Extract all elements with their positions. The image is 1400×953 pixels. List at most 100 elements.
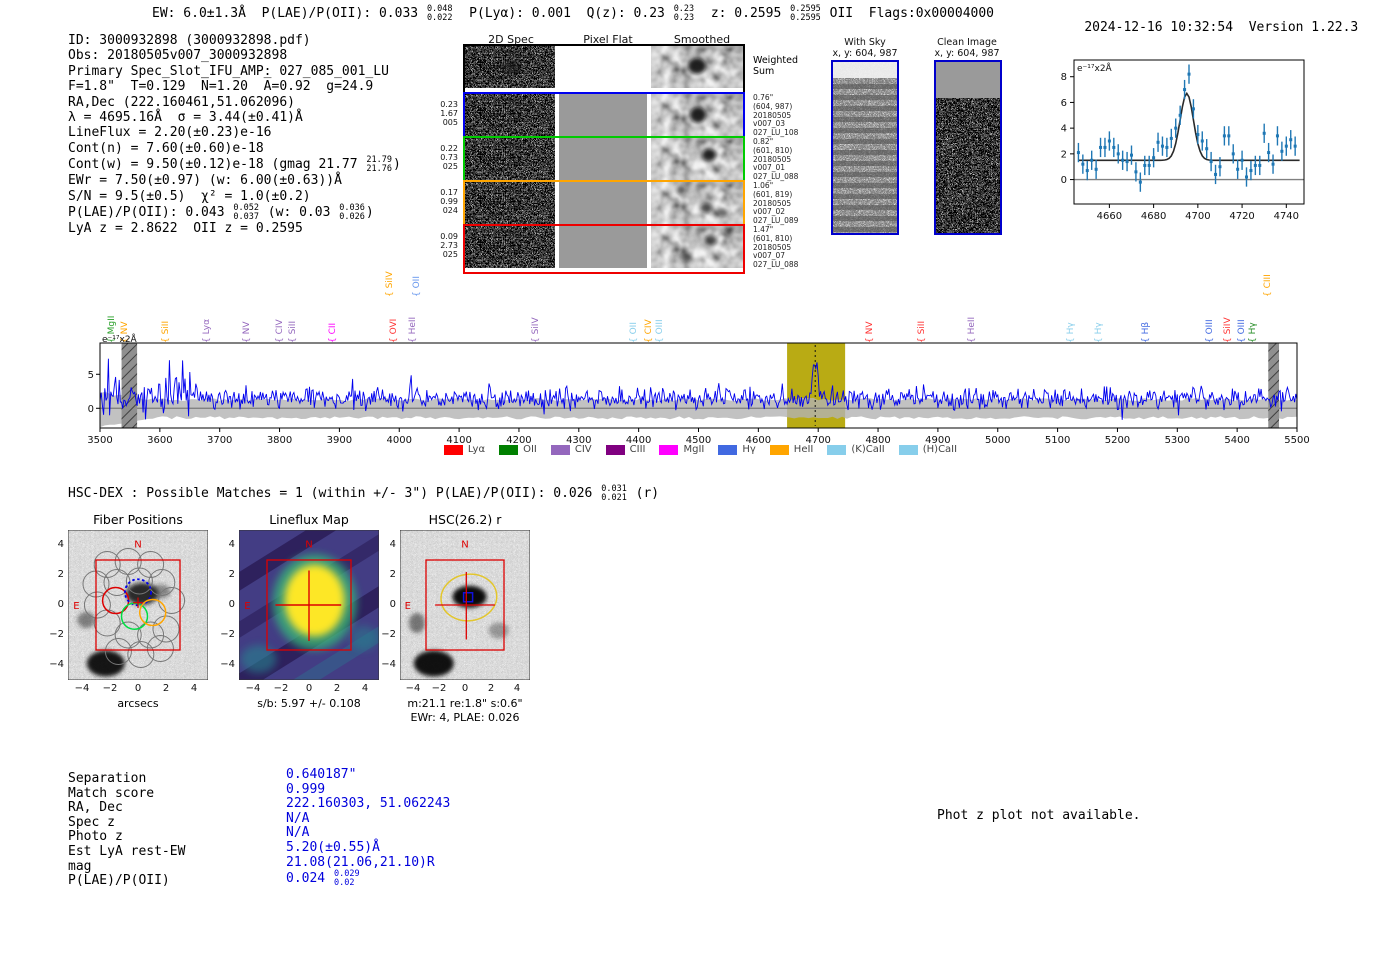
smoothed-pane [651,226,743,272]
svg-text:5200: 5200 [1105,435,1130,446]
cutout-row-right-labels: 1.06" (601, 819) 20180505 v007_02 027_LU_089 [753,181,799,226]
match-field-label: Match score [68,785,155,801]
legend-item-civ: CIV [550,444,592,455]
legend-label: HeII [793,444,814,455]
legend-label: (K)CaII [851,444,885,455]
match-field-value: 0.999 [286,781,326,797]
legend-swatch [718,444,738,455]
info-line: Cont(n) = 7.60(±0.60)e-18 [68,140,264,156]
match-field-value: N/A [286,810,310,826]
clean-image [934,60,1002,235]
sup-sub-fraction: 0.048 0.022 [426,4,453,23]
svg-text:4900: 4900 [925,435,950,446]
svg-text:4720: 4720 [1229,211,1254,222]
match-field-value: N/A [286,825,310,841]
cutout-ytick: 4 [57,539,64,550]
col-header-2dspec: 2D Spec [488,33,534,46]
cutout-xtick: −2 [102,683,118,694]
svg-text:4100: 4100 [446,435,471,446]
cutout-ytick: −2 [220,629,235,640]
svg-text:4700: 4700 [1185,211,1210,222]
svg-text:e⁻¹⁷x2Å: e⁻¹⁷x2Å [102,333,138,345]
cutout-ytick: 4 [228,539,235,550]
cutout-xtick: 4 [513,683,521,694]
main-spectrum-chart: 0 5 3500 3600 3700 3800 3900 4000 4100 4200 4300 44… [88,333,1310,446]
legend-item-ly: Lyα [443,444,485,455]
svg-text:4800: 4800 [865,435,890,446]
cutout-xtick: −2 [431,683,447,694]
info-line: λ = 4695.16Å σ = 3.44(±0.41)Å [68,110,303,126]
svg-text:2: 2 [1061,149,1067,160]
svg-text:4600: 4600 [746,435,771,446]
legend-item-heii: HeII [769,444,814,455]
svg-text:3600: 3600 [147,435,172,446]
cutout-xtick: 0 [134,683,142,694]
pixel-flat-pane [559,94,647,140]
smoothed-pane [651,182,743,228]
cutout-ytick: 0 [228,599,235,610]
smoothed-pane [651,138,743,184]
legend-label: Hγ [742,444,756,455]
cutout-ytick: 2 [228,569,235,580]
match-field-label: P(LAE)/P(OII) [68,873,170,889]
match-field-value: 21.08(21.06,21.10)R [286,854,435,870]
svg-text:N: N [134,540,141,551]
svg-text:4700: 4700 [805,435,830,446]
svg-text:5400: 5400 [1224,435,1249,446]
spectrum-legend: Lyα OII CIV CIII MgII Hγ HeII (K)CaII (H)CaII [88,444,1313,455]
col-header-pixelflat: Pixel Flat [583,33,633,46]
legend-label: MgII [683,444,705,455]
legend-label: (H)CaII [922,444,958,455]
legend-label: CIV [574,444,592,455]
cutout-ytick: 2 [389,569,396,580]
svg-text:3800: 3800 [267,435,292,446]
hscdex-match-line: HSC-DEX : Possible Matches = 1 (within +… [68,484,660,503]
2d-spec-pane [465,226,555,272]
cutout-ytick: 4 [389,539,396,550]
legend-swatch [443,444,463,455]
legend-swatch [827,444,847,455]
cutout-xtick: 2 [162,683,170,694]
cutout-row-right-labels: 1.47" (601, 810) 20180505 v007_07 027_LU_088 [753,225,799,270]
cutout-xtick: −2 [273,683,289,694]
legend-item-kcaii: (K)CaII [827,444,885,455]
cutout-xtick: −4 [74,683,90,694]
cutout-xtick: 2 [487,683,495,694]
info-line: LineFlux = 2.20(±0.23)e-16 [68,125,272,141]
cutout-xtick: −4 [405,683,421,694]
cutout-row-right-labels: Weighted Sum [753,55,798,77]
line-label-siiv: { SiIV [384,271,395,297]
legend-swatch [659,444,679,455]
svg-text:4500: 4500 [686,435,711,446]
sup-sub-fraction: 0.2595 0.2595 [790,4,821,23]
sup-sub-fraction: 0.036 0.026 [339,203,365,222]
cutout-xtick: 2 [333,683,341,694]
info-line: ID: 3000932898 (3000932898.pdf) [68,33,311,48]
legend-swatch [769,444,789,455]
cutout-xtick: −4 [245,683,261,694]
svg-text:4400: 4400 [626,435,651,446]
sup-sub-fraction: 0.052 0.037 [233,203,259,222]
info-line: EWr = 7.50(±0.97) (w: 6.00(±0.63))Å [68,173,342,189]
hsc-caption-2: EWr: 4, PLAE: 0.026 [410,711,520,724]
hsc-cutout-title: HSC(26.2) r [428,512,502,527]
cutout-row-left-labels: 0.23 1.67 005 [440,100,458,127]
cutout-ytick: −2 [381,629,396,640]
pixel-flat-pane [559,226,647,272]
svg-text:4200: 4200 [506,435,531,446]
cutout-ytick: 0 [57,599,64,610]
svg-text:E: E [73,601,79,612]
cutout-2d-row [463,224,745,274]
match-field-label: Separation [68,771,147,786]
info-line: Primary Spec_Slot_IFU_AMP: 027_085_001_L… [68,63,389,79]
svg-text:5300: 5300 [1165,435,1190,446]
info-line: RA,Dec (222.160461,51.062096) [68,94,295,110]
svg-text:E: E [405,601,411,612]
report-timestamp: 2024-12-16 10:32:54 [1084,20,1234,35]
svg-text:N: N [461,540,468,551]
2d-spec-pane [465,94,555,140]
pixel-flat-pane [559,46,647,92]
